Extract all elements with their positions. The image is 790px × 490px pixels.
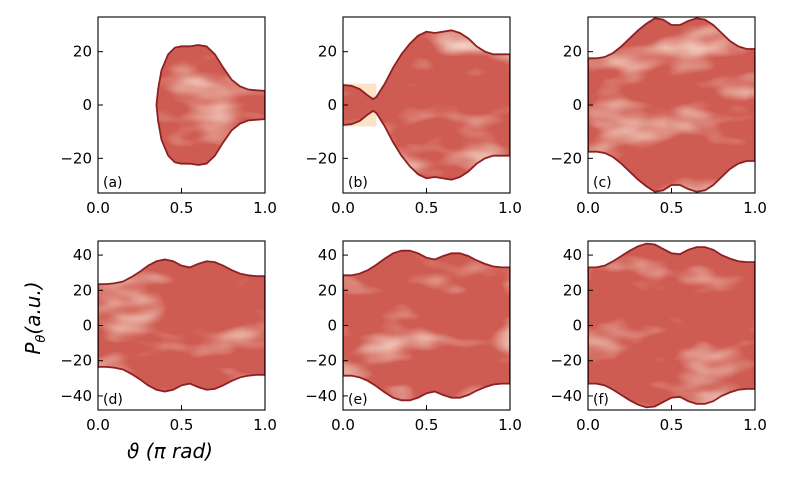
y-tick-label: 0	[82, 317, 92, 335]
panel-label: (e)	[348, 392, 368, 408]
y-tick-label: −40	[60, 387, 92, 405]
panel-label: (f)	[593, 392, 609, 408]
x-tick-label: 1.0	[253, 199, 277, 217]
chaotic-streaks	[588, 243, 755, 408]
chaotic-streaks	[588, 18, 755, 192]
chaotic-streaks	[343, 250, 510, 401]
y-tick-label: −40	[550, 387, 582, 405]
y-tick-label: 20	[318, 43, 337, 61]
x-tick-label: 0.5	[415, 199, 439, 217]
x-tick-label: 0.5	[170, 416, 194, 434]
panel-label: (a)	[103, 175, 123, 191]
panel-b: 0.0 0.5 1.0 −20 0 20 (b)	[305, 16, 522, 217]
x-tick-label: 0.5	[660, 416, 684, 434]
y-tick-label: 0	[572, 317, 582, 335]
x-tick-label: 0.0	[86, 199, 110, 217]
y-tick-label: −40	[305, 387, 337, 405]
x-tick-label: 1.0	[498, 416, 522, 434]
y-tick-label: −20	[550, 352, 582, 370]
separatrix-boundary	[343, 249, 510, 402]
y-tick-label: −20	[60, 352, 92, 370]
y-tick-label: 20	[73, 281, 92, 299]
y-tick-label: −20	[305, 149, 337, 167]
panel-label: (d)	[103, 392, 123, 408]
y-tick-label: 20	[73, 43, 92, 61]
panel-c: 0.0 0.5 1.0 −20 0 20 (c)	[550, 16, 767, 217]
chaotic-streaks	[343, 30, 510, 180]
chaotic-streaks	[156, 45, 265, 165]
separatrix-boundary	[98, 258, 265, 393]
panel-e: 0.0 0.5 1.0 −40 −20 0 20 40 (e)	[305, 240, 522, 434]
y-tick-label: 20	[563, 43, 582, 61]
x-tick-label: 0.0	[331, 199, 355, 217]
panel-label: (b)	[348, 175, 368, 191]
x-tick-label: 1.0	[498, 199, 522, 217]
y-tick-label: 40	[73, 246, 92, 264]
x-tick-label: 0.5	[660, 199, 684, 217]
panel-a: 0.0 0.5 1.0 −20 0 20 (a)	[60, 16, 277, 217]
x-tick-label: 0.0	[331, 416, 355, 434]
panel-d: 0.0 0.5 1.0 −40 −20 0 20 40 (d)	[60, 240, 277, 434]
y-tick-label: 40	[563, 246, 582, 264]
x-tick-label: 0.0	[86, 416, 110, 434]
y-tick-label: 40	[318, 246, 337, 264]
y-tick-label: 20	[318, 281, 337, 299]
y-tick-label: 0	[82, 96, 92, 114]
x-tick-label: 1.0	[253, 416, 277, 434]
y-tick-label: −20	[305, 352, 337, 370]
x-tick-label: 0.5	[170, 199, 194, 217]
x-tick-label: 1.0	[743, 199, 767, 217]
x-tick-label: 0.0	[576, 416, 600, 434]
y-axis-label: Pθ(a.u.)	[21, 281, 49, 354]
y-tick-label: −20	[550, 149, 582, 167]
y-tick-label: 20	[563, 281, 582, 299]
x-axis-label: ϑ (π rad)	[127, 439, 213, 463]
y-tick-label: 0	[327, 96, 337, 114]
y-tick-label: 0	[572, 96, 582, 114]
x-tick-label: 0.5	[415, 416, 439, 434]
y-tick-label: −20	[60, 149, 92, 167]
separatrix-boundary	[588, 242, 755, 409]
panel-label: (c)	[593, 175, 612, 191]
separatrix-boundary	[343, 29, 510, 181]
x-tick-label: 0.0	[576, 199, 600, 217]
panel-f: 0.0 0.5 1.0 −40 −20 0 20 40 (f)	[550, 240, 767, 434]
x-tick-label: 1.0	[743, 416, 767, 434]
y-tick-label: 0	[327, 317, 337, 335]
separatrix-boundary	[588, 17, 755, 193]
separatrix-boundary	[155, 44, 265, 166]
chaotic-streaks	[98, 259, 265, 392]
